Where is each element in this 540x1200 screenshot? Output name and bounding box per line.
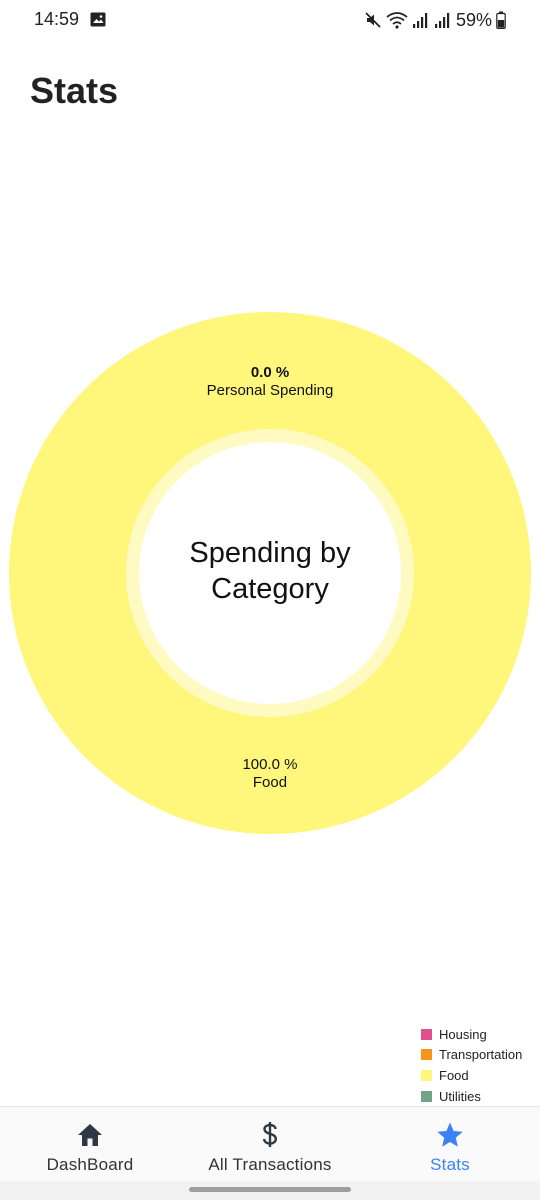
- nav-label: All Transactions: [208, 1155, 332, 1174]
- chart-legend: Housing Transportation Food Utilities: [421, 1024, 540, 1106]
- home-icon: [78, 1124, 102, 1146]
- home-gesture-bar[interactable]: [189, 1187, 351, 1192]
- slice-label-food: 100.0 % Food: [170, 756, 370, 792]
- legend-item: Food: [421, 1065, 540, 1086]
- status-time: 14:59: [34, 9, 80, 29]
- legend-swatch: [421, 1028, 432, 1040]
- signal-icon: [412, 13, 428, 28]
- dollar-icon: [263, 1122, 278, 1147]
- status-bar: 14:59 59%: [0, 0, 540, 40]
- battery-percentage: 59%: [455, 9, 492, 30]
- star-icon: [437, 1122, 463, 1147]
- nav-item-stats[interactable]: Stats: [400, 1107, 500, 1182]
- nav-item-dashboard[interactable]: DashBoard: [30, 1107, 150, 1182]
- chart-center-title: Spending by Category: [189, 537, 351, 605]
- legend-swatch: [421, 1090, 432, 1102]
- legend-label: Transportation: [439, 1047, 523, 1063]
- slice-label-zero-category: Personal Spending: [206, 382, 334, 399]
- slice-label-zero: 0.0 % Personal Spending: [170, 364, 370, 400]
- legend-label: Food: [439, 1067, 469, 1083]
- legend-item: Utilities: [421, 1086, 540, 1107]
- signal-icon: [434, 13, 450, 28]
- wifi-icon: [386, 12, 408, 29]
- legend-label: Housing: [439, 1026, 487, 1042]
- mute-icon: [365, 12, 381, 28]
- nav-item-all-transactions[interactable]: All Transactions: [180, 1107, 360, 1182]
- legend-swatch: [421, 1049, 432, 1061]
- bottom-navigation: DashBoard All Transactions Stats: [0, 1106, 540, 1181]
- slice-label-zero-percent: 0.0 %: [250, 364, 290, 381]
- image-icon: [90, 12, 106, 27]
- status-icons: 59%: [364, 9, 506, 31]
- legend-item: Transportation: [421, 1045, 540, 1066]
- slice-label-food-category: Food: [252, 774, 288, 791]
- slice-label-food-percent: 100.0 %: [242, 756, 298, 773]
- nav-label: DashBoard: [46, 1155, 134, 1174]
- legend-item: Housing: [421, 1024, 540, 1045]
- nav-label: Stats: [430, 1155, 470, 1174]
- page-title: Stats: [30, 70, 119, 111]
- legend-label: Utilities: [439, 1088, 481, 1104]
- legend-swatch: [421, 1069, 432, 1081]
- system-gesture-area: [0, 1181, 540, 1200]
- battery-icon: [496, 11, 506, 29]
